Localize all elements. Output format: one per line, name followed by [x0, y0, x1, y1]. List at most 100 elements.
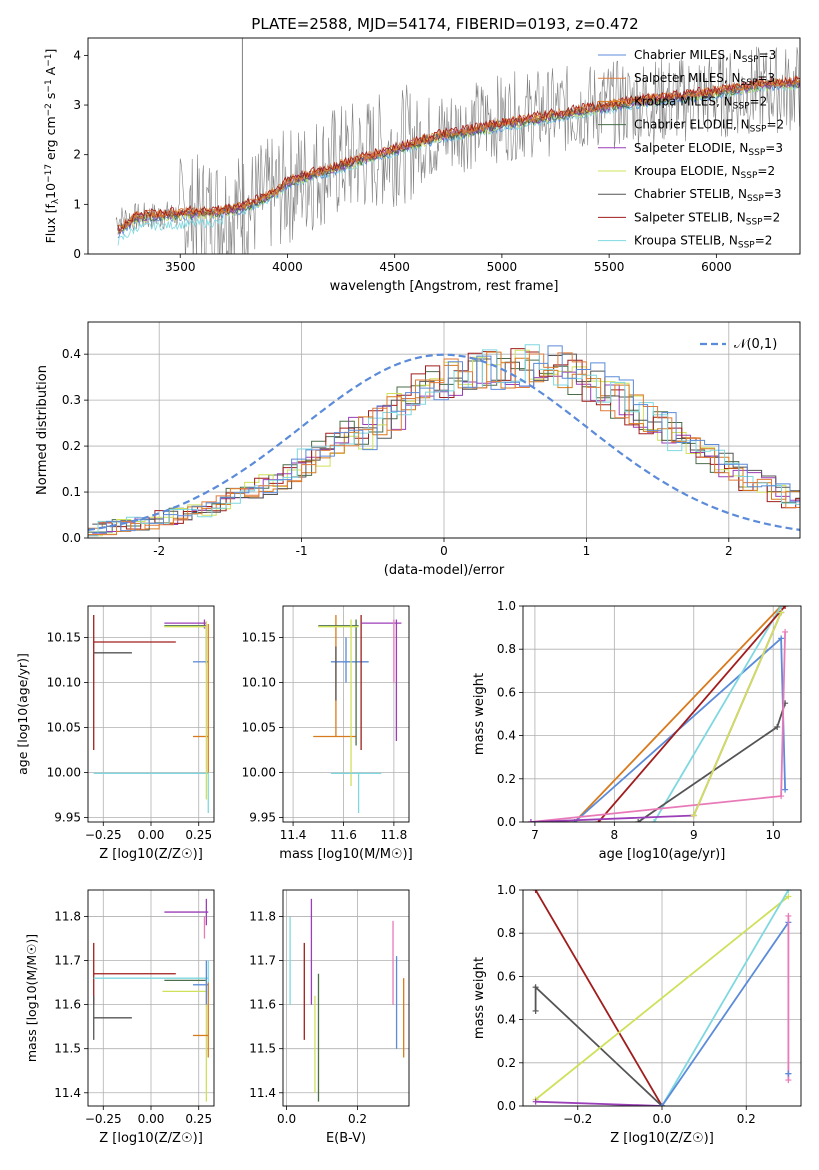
y-tick-label: 0.6: [497, 969, 516, 983]
y-tick-label: 11.5: [54, 1042, 81, 1056]
weight-line: [535, 1100, 663, 1106]
y-tick-label: 10.00: [242, 766, 276, 780]
weight-line: [530, 631, 786, 822]
y-tick-label: 9.95: [249, 811, 276, 825]
weight-marker: [785, 1077, 792, 1084]
x-axis-label: wavelength [Angstrom, rest frame]: [330, 279, 559, 294]
y-tick-label: 9.95: [54, 811, 81, 825]
axes-frame: [282, 605, 410, 823]
x-tick-label: 0.00: [138, 828, 165, 842]
weight-marker: [532, 890, 539, 893]
weight-marker: [532, 1098, 539, 1105]
normal-curve: [88, 353, 800, 531]
y-axis-label: mass [log10(M/M☉)]: [24, 934, 39, 1062]
histogram-step: [92, 353, 800, 531]
y-tick-label: 0.1: [62, 485, 81, 499]
weight-marker: [774, 723, 781, 730]
x-tick-label: 6000: [701, 260, 732, 274]
x-tick-label: −0.25: [85, 828, 122, 842]
chart-mass_vs_EBV: 0.0 0.2 11.4 11.5 11.6 11.7 11.8 E(B-V): [249, 889, 410, 1146]
y-tick-label: 10.05: [242, 721, 276, 735]
x-tick-label: 5000: [487, 260, 518, 274]
axes-frame: [87, 37, 801, 255]
histogram-step: [88, 344, 800, 537]
y-tick-label: 0.8: [497, 642, 516, 656]
y-tick-label: 0.4: [497, 1013, 516, 1027]
x-tick-label: −0.25: [85, 1112, 122, 1126]
axes-frame: [522, 605, 802, 823]
figure-title: PLATE=2588, MJD=54174, FIBERID=0193, z=0…: [251, 15, 638, 33]
x-tick-label: 0.2: [348, 1112, 367, 1126]
x-axis-label: E(B-V): [326, 1131, 366, 1146]
weight-line: [530, 612, 782, 822]
weight-marker: [635, 819, 642, 822]
histogram-step: [88, 348, 800, 537]
legend-label: Chabrier ELODIE, NSSP=2: [634, 118, 784, 135]
spectrum-model-line: [117, 75, 800, 232]
x-tick-label: -2: [153, 544, 165, 558]
x-tick-label: 10: [766, 828, 781, 842]
weight-line: [534, 890, 663, 1106]
y-tick-label: 10.15: [242, 631, 276, 645]
y-tick-label: 1: [73, 197, 81, 211]
y-tick-label: 0.0: [497, 815, 516, 829]
weight-marker: [778, 609, 785, 616]
x-tick-label: -1: [296, 544, 308, 558]
legend-label: Salpeter ELODIE, NSSP=3: [634, 141, 783, 158]
y-tick-label: 0.0: [497, 1099, 516, 1113]
weight-marker: [785, 912, 792, 919]
weight-marker: [782, 786, 789, 793]
x-tick-label: 5500: [594, 260, 625, 274]
x-axis-label: Z [log10(Z/Z☉)]: [610, 1131, 714, 1146]
chart-age_vs_Z: −0.25 0.00 0.25 9.95 10.00 10.05 10.10 10.15 Z […: [15, 605, 215, 862]
spectrum-model-line: [117, 77, 800, 230]
x-tick-label: 11.4: [280, 828, 307, 842]
y-tick-label: 0: [73, 247, 81, 261]
y-tick-label: 10.15: [47, 631, 81, 645]
y-tick-label: 0.3: [62, 393, 81, 407]
axes-frame: [522, 889, 802, 1107]
axes-frame: [87, 605, 215, 823]
y-tick-label: 11.4: [54, 1086, 81, 1100]
weight-line: [573, 606, 782, 822]
x-tick-label: 0: [440, 544, 448, 558]
x-tick-label: −0.2: [563, 1112, 592, 1126]
chart-spectrum: 3500 4000 4500 5000 5500 6000 0 1 2 3 4 wavelength …: [43, 37, 801, 294]
x-tick-label: 11.8: [381, 828, 408, 842]
x-tick-label: 0.25: [185, 828, 212, 842]
weight-marker: [527, 819, 534, 822]
x-tick-label: 0.00: [138, 1112, 165, 1126]
x-tick-label: 8: [611, 828, 619, 842]
y-tick-label: 0.4: [62, 347, 81, 361]
x-tick-label: 7: [531, 828, 539, 842]
legend-label: Salpeter MILES, NSSP=3: [634, 71, 775, 88]
y-tick-label: 11.8: [249, 909, 276, 923]
y-tick-label: 11.6: [249, 998, 276, 1012]
histogram-step: [92, 371, 800, 534]
y-tick-label: 0.2: [62, 439, 81, 453]
weight-marker: [785, 893, 792, 900]
chart-residuals: -2 -1 0 1 2 0.0 0.1 0.2 0.3 0.4 (data-model)/error…: [35, 321, 801, 578]
y-axis-label: Flux [fλ10−17 erg cm−2 s−1 A−1]: [43, 49, 61, 244]
y-tick-label: 0.8: [497, 926, 516, 940]
histogram-step: [92, 345, 800, 534]
plot-area: [313, 615, 402, 813]
chart-massweight_vs_Z: −0.2 0.0 0.2 0.0 0.2 0.4 0.6 0.8 1.0 Z [log10(Z/Z…: [472, 883, 802, 1146]
axes-frame: [282, 889, 410, 1107]
weight-marker: [778, 793, 785, 800]
y-tick-label: 4: [73, 48, 81, 62]
legend-label: 𝒩(0,1): [734, 337, 777, 352]
chart-massweight_vs_age: 7 8 9 10 0.0 0.2 0.4 0.6 0.8 1.0 age [log10(age/yr…: [472, 599, 802, 862]
weight-marker: [532, 984, 539, 991]
x-tick-label: 0.0: [277, 1112, 296, 1126]
weight-line: [661, 890, 790, 1106]
x-axis-label: (data-model)/error: [384, 563, 505, 578]
y-tick-label: 0.6: [497, 685, 516, 699]
y-tick-label: 11.4: [249, 1086, 276, 1100]
weight-marker: [785, 1070, 792, 1077]
axes-frame: [87, 321, 801, 539]
y-tick-label: 0.2: [497, 772, 516, 786]
y-tick-label: 1.0: [497, 883, 516, 897]
axes-frame: [87, 889, 215, 1107]
